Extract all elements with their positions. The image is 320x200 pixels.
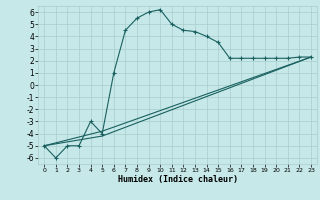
X-axis label: Humidex (Indice chaleur): Humidex (Indice chaleur)	[118, 175, 238, 184]
